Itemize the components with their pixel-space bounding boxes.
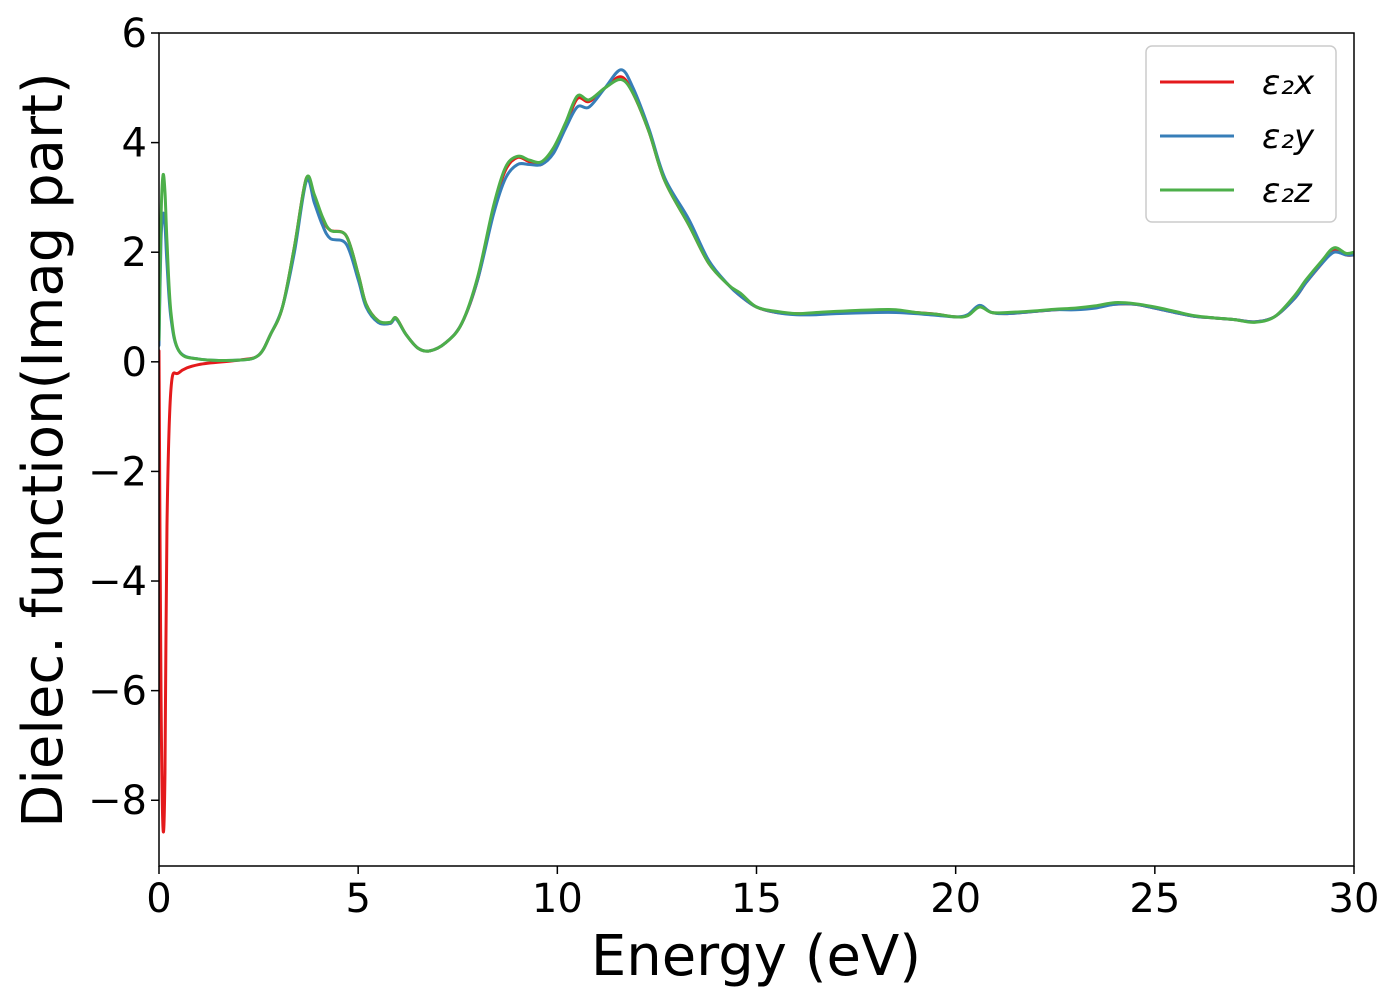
- x-tick-label: 30: [1329, 876, 1380, 922]
- series-line-3: [159, 78, 1354, 363]
- x-tick-label: 20: [930, 876, 981, 922]
- legend: ε₂x ε₂y ε₂z: [1145, 45, 1337, 223]
- y-tick-label: −8: [88, 778, 147, 824]
- x-tick-label: 5: [345, 876, 370, 922]
- x-tick-label: 0: [146, 876, 171, 922]
- legend-box: [1145, 45, 1337, 223]
- x-axis: 0 5 10 15 20 25 30: [146, 866, 1379, 922]
- y-tick-label: 6: [122, 11, 147, 57]
- y-tick-label: 2: [122, 230, 147, 276]
- y-tick-label: −4: [88, 559, 147, 605]
- y-tick-label: −2: [88, 449, 147, 495]
- legend-label-2: ε₂y: [1262, 117, 1315, 157]
- legend-label-3: ε₂z: [1262, 171, 1313, 211]
- legend-label-1: ε₂x: [1262, 63, 1315, 103]
- series-layer: [159, 68, 1354, 834]
- y-tick-label: −6: [88, 669, 147, 715]
- x-axis-label: Energy (eV): [591, 924, 921, 989]
- y-axis: −8 −6 −4 −2 0 2 4 6: [88, 11, 159, 824]
- x-tick-label: 10: [532, 876, 583, 922]
- y-tick-label: 4: [122, 121, 147, 167]
- y-axis-label: Dielec. function(Imag part): [11, 72, 76, 828]
- x-tick-label: 25: [1129, 876, 1180, 922]
- y-tick-label: 0: [122, 340, 147, 386]
- x-tick-label: 15: [731, 876, 782, 922]
